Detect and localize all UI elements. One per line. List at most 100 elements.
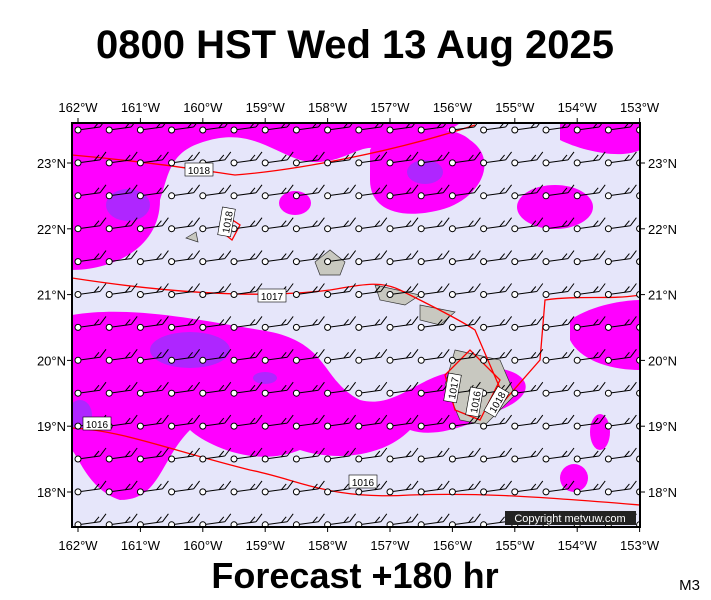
wind-barb xyxy=(296,488,319,493)
wind-barb xyxy=(124,384,131,392)
wind-barb xyxy=(389,356,413,361)
wind-barb xyxy=(561,450,568,458)
station xyxy=(324,389,332,397)
wind-barb xyxy=(483,356,506,361)
wind-barb xyxy=(312,253,318,260)
wind-barb xyxy=(374,123,380,129)
station xyxy=(355,126,363,134)
isobar-label-group: 1017 xyxy=(257,288,287,303)
wind-barb xyxy=(411,283,419,292)
wind-barb xyxy=(577,356,600,361)
wind-barb xyxy=(93,351,100,359)
station xyxy=(261,356,269,364)
wind-barb xyxy=(468,187,474,195)
wind-barb xyxy=(436,253,443,260)
isobar-label: 1016 xyxy=(352,478,375,489)
wind-barb xyxy=(442,283,450,292)
wind-barb xyxy=(389,126,413,131)
station xyxy=(261,521,269,527)
wind-barb xyxy=(389,455,413,460)
station xyxy=(230,192,238,200)
wind-barb xyxy=(624,253,630,260)
wind-barb xyxy=(218,516,225,524)
station xyxy=(480,455,488,463)
station xyxy=(74,521,82,527)
wind-barb xyxy=(124,220,131,228)
wind-barb xyxy=(436,516,443,524)
station xyxy=(417,126,425,134)
wind-barb xyxy=(349,348,357,358)
wind-barb xyxy=(405,123,411,129)
isobar-label-group: 1016 xyxy=(465,386,484,418)
station xyxy=(355,192,363,200)
wind-barb xyxy=(561,286,568,293)
wind-barb xyxy=(561,253,568,260)
wind-barb xyxy=(312,351,318,359)
wind-barb xyxy=(327,389,350,394)
station xyxy=(386,521,394,527)
station xyxy=(261,225,269,233)
copyright-box xyxy=(505,511,636,525)
wind-barb xyxy=(349,513,357,523)
lon-label: 156°W xyxy=(433,100,473,115)
wind-barb xyxy=(296,422,319,427)
station xyxy=(386,389,394,397)
wind-barb xyxy=(140,455,163,460)
station xyxy=(573,389,581,397)
wind-barb xyxy=(577,192,600,197)
wind-barb xyxy=(473,414,481,424)
wind-barb xyxy=(436,286,443,293)
station xyxy=(136,455,144,463)
wind-barb xyxy=(452,356,475,361)
wind-barb xyxy=(442,184,450,194)
station xyxy=(511,422,519,430)
wind-barb xyxy=(598,283,606,292)
wind-barb xyxy=(380,123,385,128)
wind-barb xyxy=(468,483,474,491)
wind-barb xyxy=(468,351,474,359)
isobar-label-group: 1016 xyxy=(348,474,378,489)
station xyxy=(168,225,176,233)
wind-barb xyxy=(286,184,294,194)
wind-barb xyxy=(630,348,637,358)
wind-barb xyxy=(608,126,631,131)
station xyxy=(168,356,176,364)
wind-barb xyxy=(109,422,132,427)
station xyxy=(230,422,238,430)
wind-barb xyxy=(93,286,100,293)
station xyxy=(511,192,519,200)
wind-barb xyxy=(249,516,256,524)
wind-barb xyxy=(249,187,256,195)
wind-barb xyxy=(561,154,568,162)
station xyxy=(448,521,456,527)
wind-barb xyxy=(421,159,444,164)
wind-barb xyxy=(421,422,444,427)
lat-label: 21°N xyxy=(648,288,677,303)
wind-barb xyxy=(187,154,193,162)
wind-barb xyxy=(483,126,506,131)
station xyxy=(105,291,113,298)
wind-barb xyxy=(224,184,232,194)
wind-barb xyxy=(265,192,288,197)
station xyxy=(324,291,332,298)
wind-barb xyxy=(473,480,481,490)
wind-barb xyxy=(312,516,318,524)
wind-barb xyxy=(483,323,506,328)
wind-barb xyxy=(639,261,640,263)
lat-label: 23°N xyxy=(648,156,677,171)
wind-barb xyxy=(109,521,132,526)
wind-barb xyxy=(171,455,194,460)
wind-barb xyxy=(358,323,381,328)
wind-barb xyxy=(358,126,381,131)
station xyxy=(417,258,425,266)
station xyxy=(74,323,82,331)
wind-barb xyxy=(161,250,169,259)
wind-barb xyxy=(312,220,318,228)
station xyxy=(480,192,488,200)
wind-barb xyxy=(505,316,513,325)
wind-barb xyxy=(193,316,201,325)
wind-barb xyxy=(156,253,162,260)
wind-barb xyxy=(280,351,287,359)
wind-barb xyxy=(505,480,513,490)
wind-barb xyxy=(505,217,513,226)
